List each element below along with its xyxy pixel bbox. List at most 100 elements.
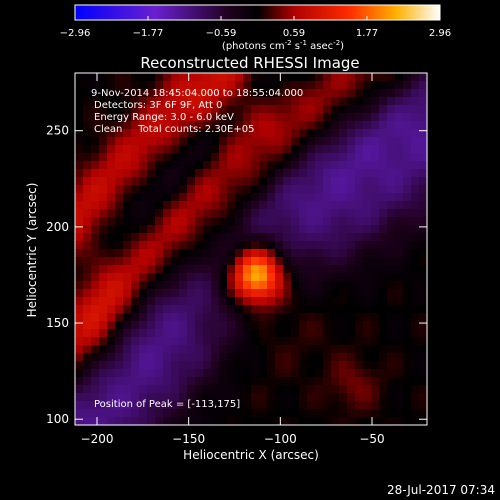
heatmap-cell xyxy=(403,401,412,410)
heatmap-cell xyxy=(75,129,84,138)
heatmap-cell xyxy=(203,169,212,178)
heatmap-cell xyxy=(251,329,260,338)
heatmap-cell xyxy=(251,281,260,290)
heatmap-cell xyxy=(219,89,228,98)
heatmap-cell xyxy=(371,289,380,298)
heatmap-cell xyxy=(227,81,236,90)
heatmap-cell xyxy=(331,113,340,122)
heatmap-cell xyxy=(267,417,276,426)
heatmap-cell xyxy=(155,297,164,306)
heatmap-cell xyxy=(219,185,228,194)
heatmap-cell xyxy=(75,273,84,282)
heatmap-cell xyxy=(379,129,388,138)
heatmap-cell xyxy=(163,345,172,354)
heatmap-cell xyxy=(267,89,276,98)
heatmap-cell xyxy=(99,145,108,154)
heatmap-cell xyxy=(171,353,180,362)
heatmap-cell xyxy=(403,249,412,258)
heatmap-cell xyxy=(195,401,204,410)
heatmap-cell xyxy=(83,289,92,298)
heatmap-cell xyxy=(123,241,132,250)
heatmap-cell xyxy=(331,153,340,162)
heatmap-cell xyxy=(323,249,332,258)
heatmap-cell xyxy=(123,169,132,178)
heatmap-cell xyxy=(283,177,292,186)
heatmap-cell xyxy=(187,169,196,178)
heatmap-cell xyxy=(211,345,220,354)
heatmap-cell xyxy=(259,233,268,242)
heatmap-cell xyxy=(131,137,140,146)
heatmap-cell xyxy=(147,257,156,266)
heatmap-cell xyxy=(379,361,388,370)
heatmap-cell xyxy=(259,225,268,234)
heatmap-cell xyxy=(339,409,348,418)
colorbar-ticks: −2.96 −1.77 −0.59 0.59 1.77 2.96 xyxy=(60,16,451,39)
heatmap-cell xyxy=(123,361,132,370)
heatmap-cell xyxy=(299,97,308,106)
heatmap-cell xyxy=(139,73,148,82)
heatmap-cell xyxy=(123,417,132,426)
heatmap-cell xyxy=(347,377,356,386)
heatmap-cell xyxy=(115,113,124,122)
heatmap-cell xyxy=(203,337,212,346)
heatmap-cell xyxy=(123,329,132,338)
heatmap-cell xyxy=(75,305,84,314)
heatmap-cell xyxy=(299,105,308,114)
heatmap-cell xyxy=(363,409,372,418)
heatmap-cell xyxy=(331,289,340,298)
heatmap-cell xyxy=(163,169,172,178)
heatmap-cell xyxy=(139,89,148,98)
heatmap-cell xyxy=(299,281,308,290)
heatmap-cell xyxy=(147,369,156,378)
heatmap-cell xyxy=(251,233,260,242)
heatmap-cell xyxy=(139,289,148,298)
heatmap-cell xyxy=(379,257,388,266)
heatmap-cell xyxy=(339,97,348,106)
heatmap-cell xyxy=(163,105,172,114)
heatmap-cell xyxy=(419,137,428,146)
heatmap-cell xyxy=(107,385,116,394)
heatmap-cell xyxy=(347,337,356,346)
heatmap-cell xyxy=(323,297,332,306)
heatmap-cell xyxy=(147,185,156,194)
heatmap-cell xyxy=(371,177,380,186)
heatmap-cell xyxy=(419,313,428,322)
heatmap-cell xyxy=(211,241,220,250)
heatmap-cell xyxy=(403,273,412,282)
heatmap-cell xyxy=(347,265,356,274)
heatmap-cell xyxy=(411,81,420,90)
heatmap-cell xyxy=(355,201,364,210)
heatmap-cell xyxy=(139,177,148,186)
heatmap-cell xyxy=(331,233,340,242)
heatmap-cell xyxy=(211,289,220,298)
heatmap-cell xyxy=(259,377,268,386)
heatmap-cell xyxy=(395,225,404,234)
heatmap-cell xyxy=(155,217,164,226)
heatmap-cell xyxy=(411,233,420,242)
heatmap-cell xyxy=(347,81,356,90)
heatmap-cell xyxy=(267,257,276,266)
heatmap-cell xyxy=(411,185,420,194)
heatmap-cell xyxy=(283,297,292,306)
heatmap-cell xyxy=(347,177,356,186)
heatmap-cell xyxy=(171,241,180,250)
heatmap-cell xyxy=(219,265,228,274)
heatmap-cell xyxy=(331,169,340,178)
heatmap-cell xyxy=(243,233,252,242)
heatmap-cell xyxy=(219,113,228,122)
heatmap-cell xyxy=(403,209,412,218)
heatmap-cell xyxy=(395,129,404,138)
heatmap-cell xyxy=(419,241,428,250)
heatmap-cell xyxy=(371,265,380,274)
heatmap-cell xyxy=(227,305,236,314)
heatmap-cell xyxy=(315,305,324,314)
heatmap-cell xyxy=(83,273,92,282)
heatmap-cell xyxy=(339,105,348,114)
heatmap-cell xyxy=(395,161,404,170)
heatmap-cell xyxy=(251,393,260,402)
heatmap-cell xyxy=(75,313,84,322)
heatmap-cell xyxy=(331,193,340,202)
heatmap-cell xyxy=(75,201,84,210)
heatmap-cell xyxy=(291,321,300,330)
heatmap-cell xyxy=(419,417,428,426)
